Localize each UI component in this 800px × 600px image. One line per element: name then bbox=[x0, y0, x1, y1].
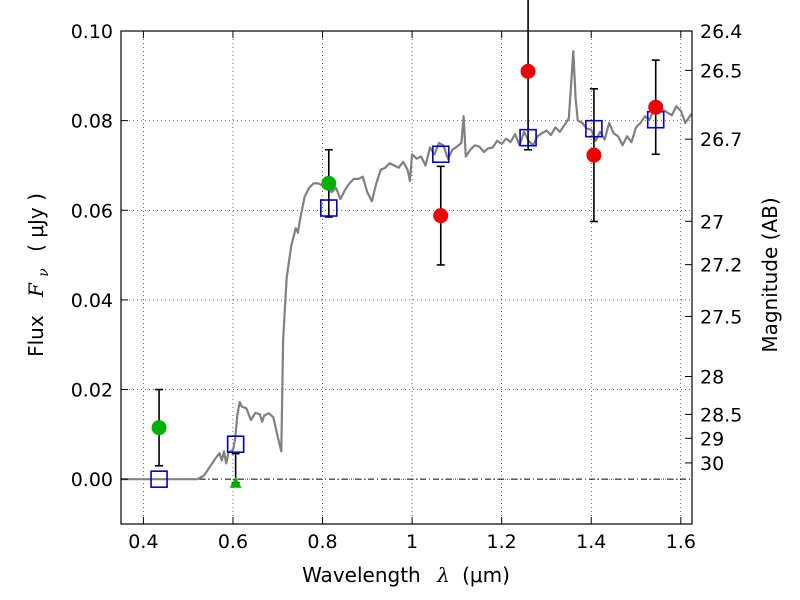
axis-ticks: 0.4 0.6 0.8 1 1.2 1.4 1.6 0.00 0.02 0.04 0.06 0.08 0… bbox=[71, 21, 743, 553]
right-axis-tick-label: 27 bbox=[700, 211, 724, 233]
x-tick-label: 1.6 bbox=[666, 531, 696, 553]
x-tick-label: 1 bbox=[406, 531, 418, 553]
model-photometry-square bbox=[319, 199, 338, 217]
detection-point bbox=[151, 420, 167, 436]
y-axis-label-unit: ( μJy ) bbox=[24, 193, 48, 252]
x-axis-label: Wavelength λ (μm) bbox=[302, 563, 510, 587]
right-axis-tick-label: 26.5 bbox=[700, 60, 742, 82]
model-photometry-square bbox=[150, 470, 168, 488]
right-axis-tick-label: 26.7 bbox=[700, 129, 742, 151]
y-tick-label: 0.00 bbox=[71, 469, 113, 491]
x-axis-label-text: Wavelength bbox=[302, 563, 421, 587]
right-axis-tick-label: 30 bbox=[700, 453, 724, 475]
x-tick-label: 0.6 bbox=[218, 531, 248, 553]
y-tick-label: 0.10 bbox=[71, 21, 113, 43]
right-axis-tick-label: 28 bbox=[700, 367, 724, 389]
y-axis-label: Flux F ν ( μJy ) bbox=[24, 193, 53, 357]
x-axis-label-symbol: λ bbox=[436, 563, 450, 587]
x-tick-label: 0.4 bbox=[128, 531, 158, 553]
model-photometry-square bbox=[519, 128, 537, 147]
observed-photometry-point bbox=[433, 208, 449, 224]
y-axis-label-symbol: F bbox=[24, 282, 48, 298]
upper-limit-triangle bbox=[229, 476, 242, 488]
right-axis-tick-label: 27.2 bbox=[700, 255, 742, 277]
x-tick-label: 1.4 bbox=[576, 531, 606, 553]
model-spectrum-line bbox=[121, 50, 693, 481]
x-tick-label: 0.8 bbox=[307, 531, 337, 553]
x-tick-label: 1.2 bbox=[487, 531, 517, 553]
y-tick-label: 0.06 bbox=[71, 200, 113, 222]
model-photometry-square bbox=[431, 145, 450, 164]
y-axis-label-text: Flux bbox=[24, 315, 48, 357]
model-photometry-square bbox=[226, 435, 245, 454]
right-axis-tick-label: 29 bbox=[700, 428, 724, 450]
model-photometry-square bbox=[585, 119, 603, 138]
y-tick-label: 0.08 bbox=[71, 111, 113, 133]
y-tick-label: 0.04 bbox=[71, 290, 113, 312]
observed-photometry-point bbox=[648, 99, 664, 115]
observed-photometry-point bbox=[520, 63, 536, 79]
data-marks bbox=[150, 0, 665, 488]
detection-point bbox=[321, 175, 337, 191]
right-axis-tick-label: 28.5 bbox=[700, 404, 742, 426]
observed-photometry-point bbox=[586, 147, 602, 163]
plot-frame bbox=[120, 30, 693, 525]
y-axis-label-subscript: ν bbox=[36, 268, 52, 277]
right-axis-tick-label: 26.4 bbox=[700, 21, 742, 43]
right-axis-tick-label: 27.5 bbox=[700, 306, 742, 328]
right-axis-label: Magnitude (AB) bbox=[758, 197, 782, 352]
x-axis-label-unit: (μm) bbox=[462, 563, 510, 587]
y-tick-label: 0.02 bbox=[71, 380, 113, 402]
